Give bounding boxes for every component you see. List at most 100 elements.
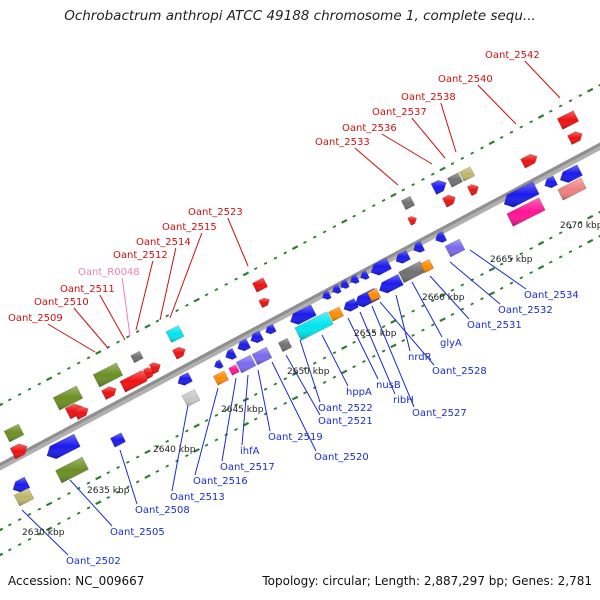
label-connector <box>354 147 399 186</box>
ruler-tick <box>460 156 465 160</box>
ruler-tick <box>421 328 425 332</box>
ruler-tick <box>8 548 12 552</box>
ruler-tick <box>586 87 594 93</box>
ruler-tick <box>312 361 317 365</box>
gene-shading <box>250 330 264 343</box>
label-connector <box>121 277 131 337</box>
gene-label: Oant_2540 <box>438 74 493 85</box>
ruler-tick <box>0 402 4 407</box>
ruler-tick <box>76 511 81 515</box>
gene-label: Oant_2513 <box>170 492 225 503</box>
ruler-tick <box>106 495 111 500</box>
gene-shading <box>143 367 155 379</box>
ruler-tick <box>175 309 179 313</box>
ruler-tick <box>312 235 317 239</box>
ruler-tick <box>352 365 356 369</box>
gene-shading <box>53 385 83 411</box>
gene-shading <box>4 424 24 442</box>
label-connector <box>359 311 396 395</box>
ruler-tick <box>509 281 514 285</box>
ruler-tick <box>537 240 545 246</box>
label-connector <box>395 294 411 352</box>
scale-label: 2640 kbp <box>153 445 196 455</box>
ruler-tick <box>519 125 524 129</box>
label-connector <box>171 404 189 492</box>
gene-shading <box>252 347 272 365</box>
ruler-tick <box>371 354 376 358</box>
label-connector <box>221 377 237 462</box>
ruler-tick <box>332 225 337 229</box>
gene-label: glyA <box>440 338 462 349</box>
ruler-tick <box>332 375 337 379</box>
ruler-tick <box>253 392 258 396</box>
gene-shading <box>360 270 370 280</box>
label-connector <box>477 84 517 125</box>
ruler-tick <box>598 234 600 238</box>
ruler-tick <box>401 339 406 343</box>
gene-label: Oant_2522 <box>318 403 373 414</box>
label-connector <box>371 305 415 408</box>
gene-shading <box>395 250 411 264</box>
label-connector <box>21 509 69 556</box>
gene-shading <box>445 239 465 257</box>
gene-label: nusB <box>376 380 401 391</box>
gene-shading <box>379 274 404 294</box>
ruler-tick <box>558 255 563 259</box>
ruler-tick <box>144 474 151 479</box>
ruler-tick <box>155 445 160 449</box>
gene-shading <box>278 338 292 352</box>
ruler-tick <box>291 371 299 376</box>
ruler-tick <box>135 330 140 334</box>
ruler-tick <box>558 104 563 108</box>
ruler-tick <box>95 500 102 506</box>
label-connector <box>299 339 321 403</box>
ruler-tick <box>568 226 573 230</box>
ruler-tick <box>185 303 189 307</box>
gene-shading <box>294 311 334 341</box>
gene-shading <box>172 347 186 360</box>
ruler-tick <box>362 335 366 339</box>
label-connector <box>411 281 443 338</box>
ruler-tick <box>193 297 200 303</box>
gene-label: Oant_2523 <box>188 207 243 218</box>
ruler-tick <box>322 356 327 360</box>
label-connector <box>449 261 501 305</box>
gene-label: Oant_2520 <box>314 452 369 463</box>
gene-label: Oant_2508 <box>135 505 190 516</box>
ruler-tick <box>470 302 474 306</box>
gene-shading <box>252 277 268 293</box>
gene-label: Oant_2519 <box>268 432 323 443</box>
gene-label: Oant_2536 <box>342 123 397 134</box>
ruler-tick <box>322 230 327 234</box>
ruler-tick <box>411 333 415 337</box>
ruler-tick <box>17 518 22 522</box>
label-connector <box>257 369 271 432</box>
scale-label: 2630 kbp <box>22 528 65 538</box>
gene-shading <box>258 298 270 308</box>
gene-shading <box>343 298 359 312</box>
ruler-tick <box>165 464 170 468</box>
ruler-tick <box>362 359 366 364</box>
gene-label: Oant_2505 <box>110 527 165 538</box>
gene-shading <box>506 197 546 227</box>
label-connector <box>321 334 349 387</box>
gene-label: hppA <box>346 387 372 398</box>
gene-shading <box>544 175 558 188</box>
ruler-tick <box>421 304 425 308</box>
label-connector <box>379 301 435 366</box>
ruler-tick <box>46 501 53 507</box>
label-connectors <box>21 60 561 556</box>
map-title: Ochrobactrum anthropi ATCC 49188 chromos… <box>64 8 536 24</box>
gene-shading <box>228 364 240 376</box>
label-connector <box>469 249 527 290</box>
gene-shading <box>407 216 417 226</box>
gene-shading <box>367 288 381 302</box>
ruler-tick <box>46 526 53 532</box>
ruler-tick <box>27 387 32 391</box>
ruler-tick <box>242 271 250 277</box>
label-connector <box>381 133 433 165</box>
label-connector <box>73 307 109 349</box>
ruler-tick <box>283 377 288 381</box>
ruler-tick <box>253 417 258 421</box>
ruler-tick <box>303 391 307 395</box>
